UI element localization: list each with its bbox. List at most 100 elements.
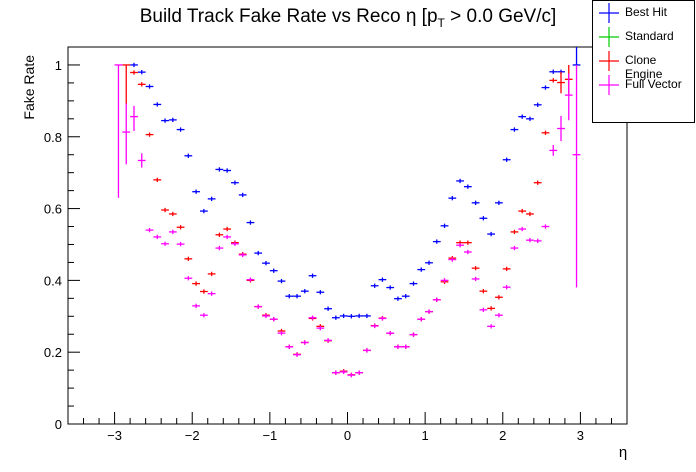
- data-point-best-hit: [533, 102, 542, 107]
- legend-item-full-vector: Full Vector: [593, 73, 694, 97]
- data-point-full-vector: [324, 338, 332, 343]
- data-point-full-vector: [502, 285, 511, 290]
- legend-label: Full Vector: [625, 77, 682, 91]
- data-point-best-hit: [262, 260, 270, 266]
- legend-marker-blue: [599, 3, 619, 23]
- y-tick-label: 1: [55, 58, 62, 73]
- data-point-best-hit: [471, 200, 480, 205]
- data-point-full-vector: [495, 313, 503, 318]
- data-point-clone-engine: [549, 78, 558, 83]
- data-point-full-vector: [564, 73, 573, 121]
- data-point-full-vector: [130, 105, 138, 132]
- data-point-full-vector: [425, 309, 433, 314]
- data-point-best-hit: [370, 283, 379, 288]
- data-point-best-hit: [231, 180, 239, 185]
- data-point-full-vector: [541, 224, 550, 229]
- data-point-best-hit: [401, 294, 410, 299]
- data-point-full-vector: [339, 369, 348, 375]
- legend-marker-red: [599, 51, 619, 71]
- data-point-full-vector: [440, 278, 449, 283]
- data-point-full-vector: [300, 340, 309, 345]
- x-tick-label: −3: [107, 428, 122, 443]
- data-point-best-hit: [432, 239, 441, 244]
- data-point-full-vector: [347, 373, 356, 378]
- y-axis-label: Fake Rate: [21, 55, 37, 120]
- data-point-clone-engine: [153, 177, 162, 183]
- data-point-full-vector: [269, 317, 278, 322]
- data-point-full-vector: [207, 291, 216, 296]
- data-point-clone-engine: [463, 240, 472, 245]
- data-point-best-hit: [394, 296, 402, 301]
- data-point-best-hit: [495, 200, 503, 205]
- data-point-full-vector: [394, 344, 402, 349]
- data-point-best-hit: [246, 220, 255, 225]
- plot-frame: [67, 46, 628, 425]
- data-point-best-hit: [409, 281, 418, 286]
- data-point-clone-engine: [471, 266, 480, 271]
- data-point-full-vector: [153, 234, 162, 240]
- data-point-clone-engine: [184, 256, 193, 261]
- data-point-best-hit: [355, 313, 364, 319]
- data-point-best-hit: [572, 47, 581, 66]
- data-point-clone-engine: [130, 70, 138, 75]
- data-point-best-hit: [207, 196, 216, 202]
- data-point-clone-engine: [215, 232, 224, 237]
- data-point-full-vector: [572, 64, 581, 288]
- data-point-best-hit: [386, 285, 395, 290]
- data-point-clone-engine: [502, 266, 511, 272]
- data-point-best-hit: [510, 127, 519, 132]
- data-point-best-hit: [300, 288, 309, 294]
- data-point-best-hit: [339, 313, 348, 319]
- data-point-best-hit: [293, 294, 301, 299]
- data-point-full-vector: [331, 370, 340, 375]
- data-point-full-vector: [557, 115, 565, 142]
- data-point-full-vector: [526, 238, 534, 243]
- data-point-full-vector: [518, 226, 527, 232]
- data-point-best-hit: [130, 62, 138, 68]
- data-point-full-vector: [277, 331, 286, 336]
- legend-item-standard: Standard: [593, 25, 694, 49]
- data-point-best-hit: [153, 102, 162, 107]
- data-point-best-hit: [168, 117, 177, 123]
- x-tick-label: 2: [499, 428, 506, 443]
- data-point-full-vector: [176, 241, 185, 247]
- y-tick-label: 0: [55, 417, 62, 432]
- data-point-full-vector: [215, 245, 224, 251]
- data-point-best-hit: [145, 84, 154, 89]
- data-point-clone-engine: [145, 132, 154, 137]
- data-point-full-vector: [293, 352, 301, 357]
- data-point-full-vector: [145, 227, 154, 233]
- data-point-best-hit: [308, 273, 317, 278]
- data-point-best-hit: [331, 315, 340, 320]
- data-point-best-hit: [277, 278, 286, 284]
- data-point-full-vector: [432, 297, 441, 302]
- legend-marker-magenta: [599, 75, 619, 95]
- data-point-clone-engine: [207, 271, 216, 277]
- data-point-full-vector: [161, 241, 169, 246]
- data-point-clone-engine: [479, 288, 488, 294]
- data-point-clone-engine: [526, 211, 534, 217]
- data-point-best-hit: [184, 153, 193, 158]
- data-point-full-vector: [192, 303, 200, 309]
- data-point-best-hit: [316, 290, 325, 295]
- data-point-clone-engine: [192, 281, 200, 286]
- data-point-best-hit: [456, 178, 464, 184]
- data-point-best-hit: [238, 192, 247, 198]
- data-point-full-vector: [370, 323, 379, 329]
- data-point-full-vector: [471, 276, 480, 282]
- data-point-best-hit: [526, 116, 534, 121]
- data-point-best-hit: [269, 268, 278, 273]
- data-point-full-vector: [254, 304, 263, 309]
- legend-marker-green: [599, 27, 619, 47]
- data-point-best-hit: [487, 231, 496, 237]
- data-point-full-vector: [184, 276, 193, 281]
- data-point-best-hit: [541, 85, 550, 90]
- legend-label: Best Hit: [625, 5, 668, 19]
- data-point-best-hit: [425, 260, 433, 265]
- data-point-best-hit: [223, 168, 232, 173]
- legend-item-best-hit: Best Hit: [593, 1, 694, 25]
- x-tick-label: 1: [422, 428, 429, 443]
- data-point-full-vector: [199, 313, 208, 318]
- data-point-full-vector: [238, 252, 247, 258]
- legend-label: Clone Engine: [625, 53, 663, 81]
